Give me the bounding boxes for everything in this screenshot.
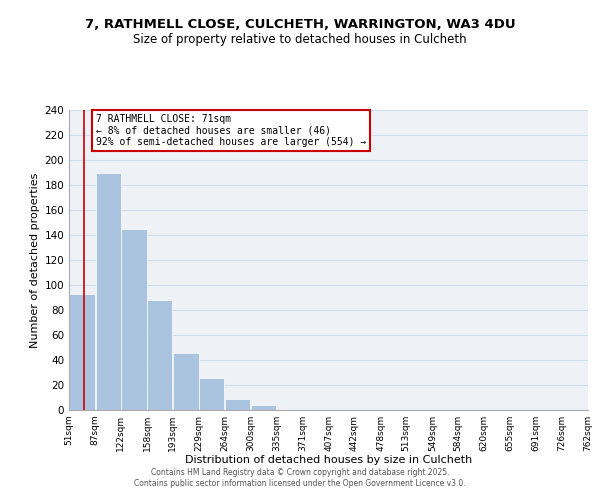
Bar <box>148 300 172 410</box>
Bar <box>121 229 147 410</box>
Text: 7 RATHMELL CLOSE: 71sqm
← 8% of detached houses are smaller (46)
92% of semi-det: 7 RATHMELL CLOSE: 71sqm ← 8% of detached… <box>96 114 366 147</box>
Bar <box>199 378 224 410</box>
Y-axis label: Number of detached properties: Number of detached properties <box>30 172 40 348</box>
Text: 7, RATHMELL CLOSE, CULCHETH, WARRINGTON, WA3 4DU: 7, RATHMELL CLOSE, CULCHETH, WARRINGTON,… <box>85 18 515 30</box>
Bar <box>225 399 250 410</box>
Bar <box>69 294 95 410</box>
Bar <box>95 172 121 410</box>
Bar <box>562 409 588 410</box>
X-axis label: Distribution of detached houses by size in Culcheth: Distribution of detached houses by size … <box>185 456 472 466</box>
Bar <box>173 352 199 410</box>
Bar <box>251 405 276 410</box>
Text: Size of property relative to detached houses in Culcheth: Size of property relative to detached ho… <box>133 32 467 46</box>
Text: Contains HM Land Registry data © Crown copyright and database right 2025.
Contai: Contains HM Land Registry data © Crown c… <box>134 468 466 487</box>
Bar <box>277 409 302 410</box>
